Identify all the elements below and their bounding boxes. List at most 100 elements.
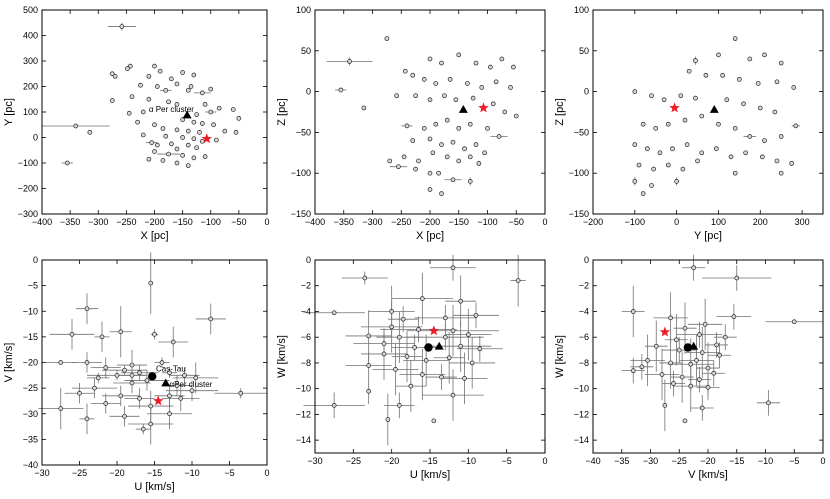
vw-data-point <box>734 275 740 281</box>
yz-data-point <box>772 109 778 115</box>
xz-data-point <box>447 77 453 82</box>
yz-y-tick-label: 50 <box>579 46 589 56</box>
yz-x-tick-label: 200 <box>753 217 768 227</box>
uw-data-point <box>396 334 402 340</box>
xy-x-tick-label: −100 <box>201 217 221 227</box>
uw-data-point <box>450 265 456 271</box>
xy-y-axis-label: Y [pc] <box>3 98 15 126</box>
xy-data-point <box>230 107 236 112</box>
vw-data-point <box>668 360 673 366</box>
yz-data-point <box>680 166 686 172</box>
xz-x-tick-label: −300 <box>362 217 382 227</box>
xz-data-point <box>493 79 499 85</box>
uv-data-point <box>193 375 199 381</box>
uv-data-point <box>208 316 214 322</box>
yz-data-point <box>762 138 767 143</box>
xz-data-point <box>467 121 473 127</box>
xy-data-point <box>140 132 146 138</box>
yz-data-point <box>699 113 705 119</box>
uv-data-point <box>189 388 195 394</box>
uv-y-tick-label: −10 <box>23 306 38 316</box>
uw-data-point <box>477 346 483 352</box>
xy-data-point <box>199 138 205 144</box>
xy-data-point <box>214 137 219 143</box>
xy-x-tick-label: −350 <box>60 217 80 227</box>
vw-data-point <box>659 372 665 377</box>
vw-data-point <box>671 381 676 386</box>
uv-data-point <box>167 370 172 376</box>
vw-data-point <box>766 400 771 406</box>
yz-data-point <box>649 93 654 99</box>
xy-data-point <box>191 119 197 125</box>
xy-y-tick-label: 100 <box>23 107 38 117</box>
xz-data-point <box>384 36 390 41</box>
uv-data-point <box>170 339 176 345</box>
xy-data-point <box>211 122 216 128</box>
vw-y-tick-label: −14 <box>574 435 589 445</box>
uw-data-point <box>331 403 337 408</box>
yz-data-point <box>757 105 763 111</box>
uw-x-tick-label: −15 <box>422 456 437 466</box>
vw-data-point <box>731 314 737 319</box>
uw-data-point <box>462 376 467 381</box>
xy-data-point <box>194 112 200 117</box>
vw-data-point <box>702 321 708 327</box>
vw-data-point <box>676 347 682 353</box>
xy-data-point <box>199 121 205 126</box>
vw-x-tick-label: −5 <box>789 456 799 466</box>
xz-data-point <box>473 60 479 66</box>
yz-x-tick-label: 300 <box>795 217 810 227</box>
xy-data-point <box>119 24 125 29</box>
vw-data-point <box>694 358 699 363</box>
xy-data-point <box>180 70 185 75</box>
yz-data-point <box>640 121 646 127</box>
uw-data-point <box>416 327 421 332</box>
xz-data-point <box>485 125 490 131</box>
uv-data-point <box>129 372 135 378</box>
xz-data-point <box>462 146 467 152</box>
xy-data-point <box>127 63 133 69</box>
yz-data-point <box>793 123 799 129</box>
uv-data-point <box>167 411 172 417</box>
xz-data-point <box>439 142 444 147</box>
uw-data-point <box>469 360 475 366</box>
vw-x-tick-label: −30 <box>643 456 658 466</box>
xz-x-tick-label: 0 <box>542 217 547 227</box>
yz-y-tick-label: −100 <box>569 168 589 178</box>
uv-data-point <box>95 375 101 381</box>
yz-data-point <box>728 154 734 160</box>
vw-y-tick-label: −8 <box>579 358 589 368</box>
uw-y-tick-label: −6 <box>301 332 311 342</box>
xz-data-point <box>450 139 456 145</box>
uv-data-point <box>58 406 64 411</box>
uv-y-tick-label: −30 <box>23 409 38 419</box>
uv-x-tick-label: −10 <box>184 468 199 478</box>
yz-alpha-per-marker <box>709 105 719 113</box>
uv-x-tick-label: −20 <box>109 468 124 478</box>
yz-data-point <box>649 183 654 188</box>
xy-data-point <box>180 117 185 123</box>
vw-data-point <box>722 334 728 340</box>
xy-x-axis-label: X [pc] <box>140 230 168 242</box>
xz-data-point <box>394 93 399 99</box>
xz-data-point <box>450 177 456 183</box>
xy-y-tick-label: 300 <box>23 56 38 66</box>
yz-data-point <box>674 179 679 184</box>
xz-data-point <box>456 52 462 58</box>
xy-data-point <box>185 87 191 93</box>
uw-data-point <box>458 298 464 304</box>
panel-yz-scatter: −200 −100 0 100 200 300 −150 −100 −50 0 50 100 Y [pc… <box>554 5 824 242</box>
uw-data-point <box>393 367 398 372</box>
uw-cas-tau-marker <box>424 343 433 352</box>
yz-data-point <box>703 72 709 78</box>
xz-data-point <box>427 187 433 192</box>
uv-data-point <box>129 380 135 386</box>
vw-y-tick-label: 0 <box>584 255 589 265</box>
xz-data-point <box>427 56 433 62</box>
xy-data-point <box>174 146 180 152</box>
yz-data-point <box>747 56 753 62</box>
vw-data-point <box>653 343 659 349</box>
xy-data-point <box>174 127 180 133</box>
xy-sun-marker <box>201 133 213 144</box>
uv-data-point <box>114 372 120 378</box>
